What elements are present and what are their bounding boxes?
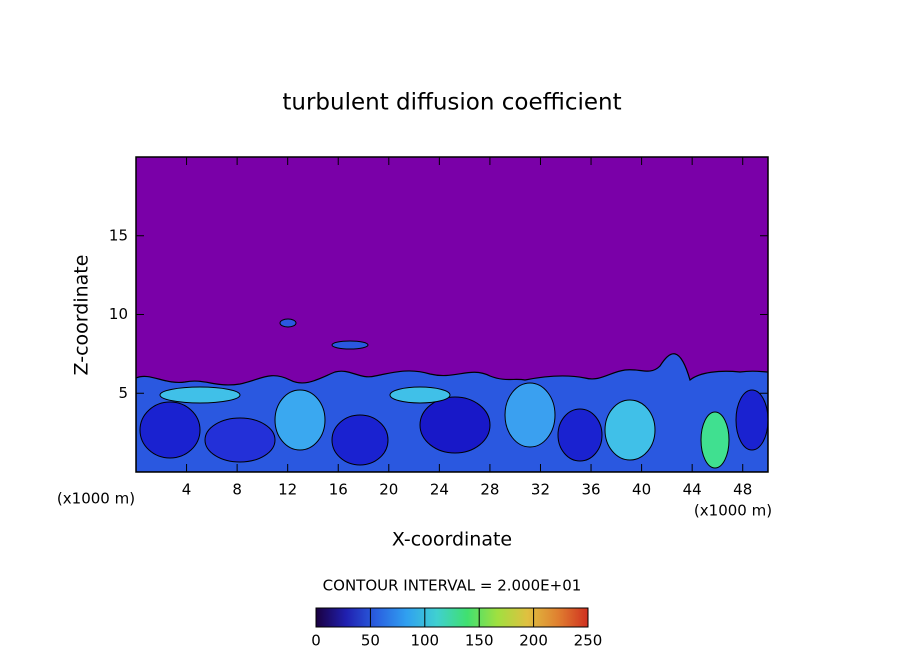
eddy <box>279 318 297 328</box>
x-tick-label: 28 <box>480 481 499 499</box>
colorbar-tick-label: 250 <box>574 632 603 650</box>
x-tick-label: 48 <box>733 481 752 499</box>
chart-title: turbulent diffusion coefficient <box>282 90 621 116</box>
x-scale-label: (x1000 m) <box>57 490 135 508</box>
colorbar-tick-label: 50 <box>361 632 380 650</box>
colorbar-tick-label: 0 <box>311 632 321 650</box>
x-tick-label: 32 <box>531 481 550 499</box>
eddy <box>604 399 656 461</box>
eddy <box>274 389 326 451</box>
colorbar <box>315 607 589 628</box>
x-tick-label: 8 <box>232 481 242 499</box>
eddy <box>159 386 241 404</box>
y-tick-label: 15 <box>109 226 128 244</box>
eddy <box>419 396 491 454</box>
eddy <box>735 389 768 451</box>
eddy <box>504 382 556 448</box>
eddy <box>700 411 730 469</box>
x-scale-label: (x1000 m) <box>694 502 772 520</box>
eddy <box>331 414 389 466</box>
x-tick-label: 40 <box>632 481 651 499</box>
x-tick-label: 4 <box>182 481 192 499</box>
y-tick-label: 5 <box>118 384 128 402</box>
colorbar-tick-label: 200 <box>519 632 548 650</box>
eddy <box>204 417 276 463</box>
colorbar-tick-label: 100 <box>410 632 439 650</box>
x-tick-label: 24 <box>430 481 449 499</box>
x-tick-label: 12 <box>278 481 297 499</box>
eddy <box>389 386 451 404</box>
x-tick-label: 16 <box>329 481 348 499</box>
eddy <box>139 401 201 459</box>
colorbar-tick-label: 150 <box>465 632 494 650</box>
x-tick-label: 36 <box>581 481 600 499</box>
eddy <box>557 408 603 462</box>
y-axis-label: Z-coordinate <box>71 255 93 376</box>
x-tick-label: 20 <box>379 481 398 499</box>
y-tick-label: 10 <box>109 305 128 323</box>
contour-interval: CONTOUR INTERVAL = 2.000E+01 <box>323 577 582 595</box>
x-tick-label: 44 <box>683 481 702 499</box>
eddy <box>331 340 369 350</box>
field <box>136 157 768 472</box>
x-axis-label: X-coordinate <box>392 529 512 551</box>
